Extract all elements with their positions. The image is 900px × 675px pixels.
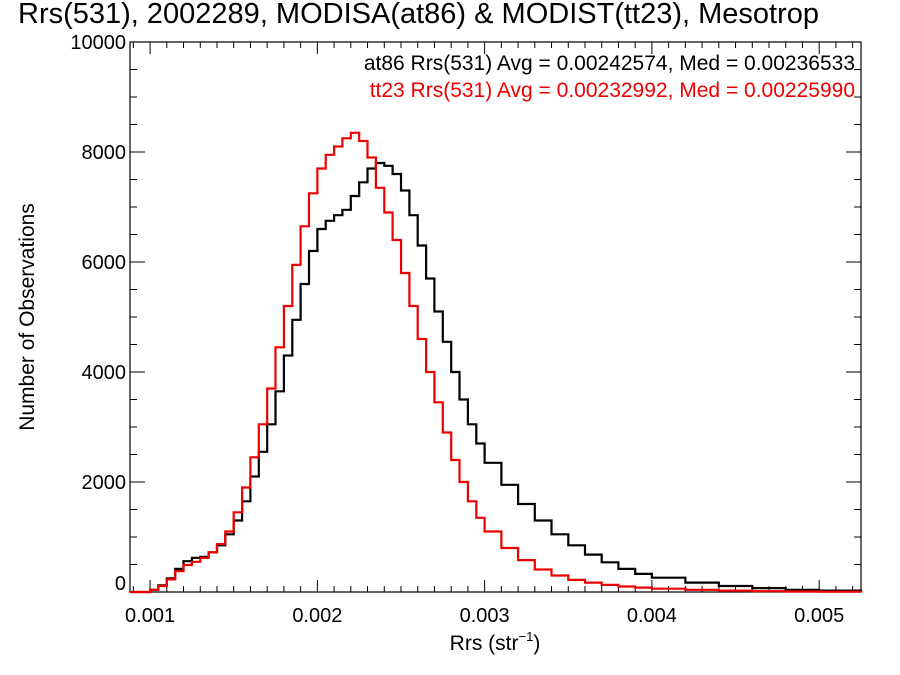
x-axis-label-close: ) (533, 632, 540, 655)
chart-title: Rrs(531), 2002289, MODISA(at86) & MODIST… (18, 0, 819, 30)
x-axis-label-superscript: −1 (519, 629, 534, 644)
x-tick-label: 0.004 (627, 605, 677, 627)
y-tick-label: 6000 (82, 252, 127, 274)
x-tick-label: 0.001 (125, 605, 175, 627)
axis-tick-labels: 0.001 0.002 0.003 0.004 0.005 0 2000 4000 6000 80… (70, 32, 844, 627)
x-axis-label: Rrs (str−1) (450, 629, 541, 655)
plot-frame (129, 41, 862, 593)
y-tick-label: 0 (115, 573, 126, 595)
series-line-tt23 (130, 131, 863, 594)
y-tick-label: 2000 (82, 472, 127, 494)
axis-ticks (130, 41, 861, 593)
y-tick-label: 4000 (82, 362, 127, 384)
y-tick-label: 10000 (70, 32, 126, 54)
x-tick-label: 0.005 (794, 605, 844, 627)
legend-entry-tt23: tt23 Rrs(531) Avg = 0.00232992, Med = 0.… (370, 79, 855, 102)
y-axis-label: Number of Observations (16, 203, 39, 431)
series-layer (130, 131, 863, 594)
x-tick-label: 0.002 (292, 605, 342, 627)
legend-entry-at86: at86 Rrs(531) Avg = 0.00242574, Med = 0.… (364, 52, 855, 75)
y-tick-label: 8000 (82, 142, 127, 164)
x-tick-label: 0.003 (460, 605, 510, 627)
series-line-at86 (130, 161, 863, 594)
x-axis-label-main: Rrs (str (450, 632, 519, 655)
